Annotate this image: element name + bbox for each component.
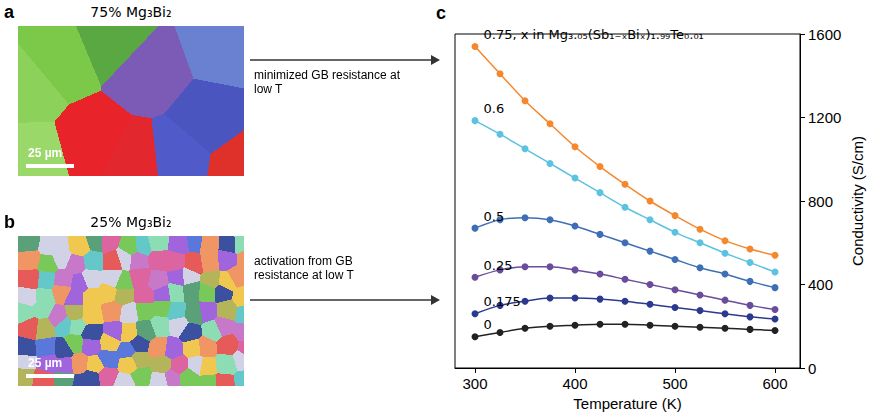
svg-text:400: 400 bbox=[808, 276, 833, 293]
html-text:75% Mg₃Bi₂: 75% Mg₃Bi₂ bbox=[90, 4, 172, 20]
svg-text:600: 600 bbox=[762, 375, 787, 392]
html-text:activation from GB resistance: activation from GB resistance at low T bbox=[254, 254, 354, 282]
svg-text:0.175: 0.175 bbox=[484, 294, 521, 309]
html-text:minimized GB resistance at low: minimized GB resistance at low T bbox=[254, 68, 401, 96]
svg-text:800: 800 bbox=[808, 193, 833, 210]
svg-text:500: 500 bbox=[662, 375, 687, 392]
svg-text:0.75, x in Mg₃.₀₅(Sb₁₋ₓBiₓ)₁.₉: 0.75, x in Mg₃.₀₅(Sb₁₋ₓBiₓ)₁.₉₉Te₀.₀₁ bbox=[484, 27, 704, 42]
svg-text:Conductivity (S/cm): Conductivity (S/cm) bbox=[849, 136, 866, 266]
svg-text:0: 0 bbox=[484, 317, 492, 332]
html-text:25 µm: 25 µm bbox=[28, 146, 63, 160]
svg-text:0.6: 0.6 bbox=[484, 101, 505, 116]
html-text:a: a bbox=[4, 2, 14, 22]
svg-text:300: 300 bbox=[462, 375, 487, 392]
html-text:b: b bbox=[4, 212, 15, 232]
svg-text:1200: 1200 bbox=[808, 109, 841, 126]
svg-text:Temperature (K): Temperature (K) bbox=[573, 395, 681, 412]
svg-text:c: c bbox=[436, 3, 446, 23]
html-text:25% Mg₃Bi₂: 25% Mg₃Bi₂ bbox=[90, 214, 172, 230]
svg-text:1600: 1600 bbox=[808, 26, 841, 43]
svg-text:400: 400 bbox=[562, 375, 587, 392]
svg-text:0.5: 0.5 bbox=[484, 209, 505, 224]
svg-text:0: 0 bbox=[808, 360, 816, 377]
svg-text:0.25: 0.25 bbox=[484, 258, 513, 273]
html-text:25 µm: 25 µm bbox=[28, 356, 63, 370]
